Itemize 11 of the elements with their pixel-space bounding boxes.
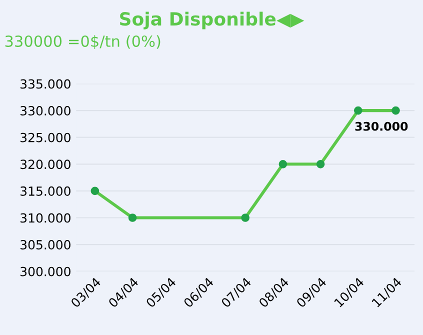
chart-subtitle: 330000 =0$/tn (0%)	[5, 35, 160, 50]
y-tick-label: 325.000	[20, 132, 70, 142]
y-tick-label: 320.000	[20, 160, 70, 170]
y-tick-label: 300.000	[20, 266, 70, 276]
y-tick-label: 330.000	[20, 106, 70, 116]
y-tick-label: 310.000	[20, 213, 70, 223]
y-tick-label: 335.000	[20, 79, 70, 89]
annotation: 330.000	[355, 122, 408, 131]
chart-title: Soja Disponible◀▶	[120, 12, 304, 30]
y-tick-label: 315.000	[20, 186, 70, 196]
y-tick-label: 305.000	[20, 240, 70, 250]
